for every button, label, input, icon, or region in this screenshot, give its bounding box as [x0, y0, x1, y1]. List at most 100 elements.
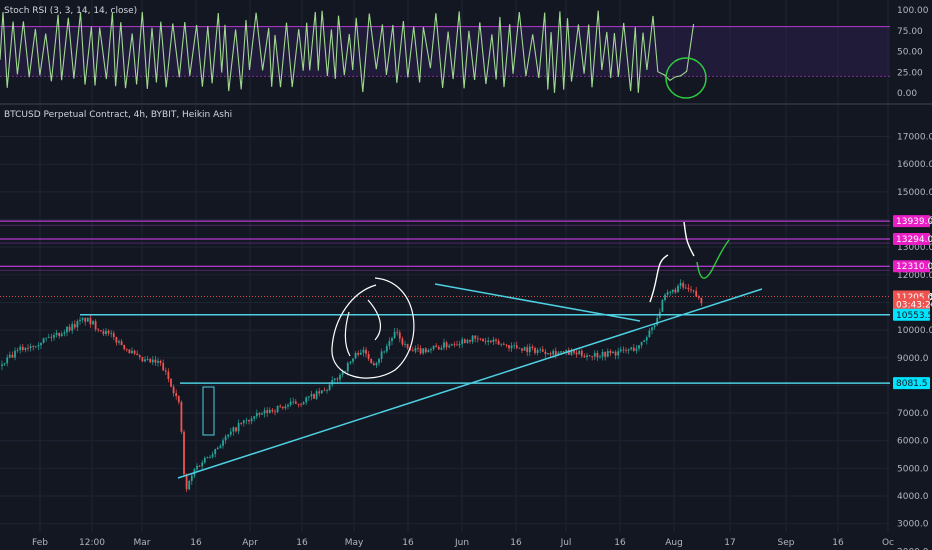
candle-body [354, 352, 357, 359]
candle-body [440, 347, 443, 350]
stoch-rsi-k-line [0, 10, 695, 93]
candle-body [456, 344, 458, 346]
candle-body [250, 418, 253, 422]
candle-body [203, 457, 206, 463]
candle-body [424, 348, 427, 353]
time-axis-label: May [345, 538, 364, 548]
candle-body [466, 340, 469, 343]
candle-body [497, 340, 500, 345]
candle-body [609, 350, 612, 354]
candle-body [487, 340, 490, 342]
candle-body [643, 340, 646, 342]
candle-body [99, 330, 102, 332]
candle-body [482, 338, 484, 342]
candle-body [362, 349, 365, 353]
stoch-rsi-pane[interactable] [0, 10, 890, 93]
candle-body [201, 462, 204, 467]
candle-body [586, 355, 588, 358]
candle-body [484, 341, 487, 342]
candle-body [206, 457, 209, 458]
price-tag-label: 13939.0 [896, 217, 932, 227]
candle-body [417, 348, 419, 349]
candle-body [133, 350, 136, 354]
candle-body [674, 289, 677, 293]
candle-body [404, 343, 406, 345]
candle-body [97, 329, 100, 331]
candle-body [209, 456, 211, 458]
price-axis-label: 16000.0 [897, 160, 932, 170]
time-axis-label: 16 [614, 538, 626, 548]
candle-body [375, 363, 378, 366]
candle-body [76, 321, 79, 328]
candle-body [684, 287, 687, 289]
candle-body [183, 431, 185, 475]
candle-body [333, 378, 336, 380]
candle-body [427, 350, 430, 353]
candle-body [16, 349, 19, 351]
price-tag [893, 298, 930, 311]
price-axis-label: 5000.0 [897, 464, 929, 474]
candle-body [214, 449, 217, 455]
candle-body [307, 396, 310, 398]
price-tag-label: 8081.5 [896, 379, 928, 389]
candle-body [255, 413, 258, 417]
candle-body [617, 351, 620, 356]
candle-body [557, 352, 560, 356]
candle-body [409, 348, 412, 351]
candle-body [492, 339, 495, 342]
candle-body [604, 351, 607, 357]
candle-body [162, 363, 165, 371]
stoch-rsi-axis-label: 25.00 [897, 68, 923, 78]
candle-body [235, 427, 237, 432]
candle-body [310, 394, 313, 397]
price-axis-label: 9000.0 [897, 354, 929, 364]
candle-body [393, 331, 396, 339]
candle-body [271, 409, 274, 412]
candle-body [638, 345, 640, 349]
candle-body [86, 317, 89, 322]
price-tag [893, 377, 930, 390]
candle-body [500, 343, 503, 345]
main-chart-title: BTCUSD Perpetual Contract, 4h, BYBIT, He… [4, 110, 232, 120]
candle-body [188, 480, 191, 490]
candle-body [120, 341, 123, 345]
candle-body [105, 330, 107, 335]
candle-body [346, 362, 349, 372]
descending-trendline [434, 283, 641, 322]
candle-body [398, 332, 401, 339]
candle-body [653, 325, 656, 328]
candle-body [11, 354, 14, 358]
candle-body [159, 360, 162, 364]
time-axis-label: Jun [454, 538, 469, 548]
time-axis-label: Aug [665, 538, 683, 548]
candle-body [115, 336, 118, 343]
candle-body [396, 331, 399, 333]
candle-body [534, 348, 536, 353]
candle-body [27, 347, 29, 349]
price-pane[interactable] [1, 279, 703, 493]
candle-body [60, 333, 63, 336]
candle-body [359, 352, 362, 355]
candle-body [281, 406, 284, 409]
candle-body [508, 345, 510, 349]
candle-body [79, 319, 81, 322]
candle-body [544, 351, 547, 355]
candle-body [81, 317, 84, 320]
candle-body [648, 330, 651, 338]
candle-body [261, 413, 263, 415]
candle-body [479, 338, 482, 340]
candle-body [575, 352, 578, 355]
price-axis-label: 10000.0 [897, 326, 932, 336]
candle-body [131, 350, 133, 354]
candle-body [240, 423, 243, 424]
candle-body [599, 356, 601, 358]
candle-body [528, 346, 531, 353]
candle-body [612, 351, 614, 354]
candle-body [521, 348, 523, 351]
candle-body [3, 363, 6, 365]
candle-body [287, 405, 289, 407]
time-axis-label: 12:00 [79, 538, 105, 548]
candle-body [593, 352, 596, 357]
time-axis-label: Apr [242, 538, 258, 548]
